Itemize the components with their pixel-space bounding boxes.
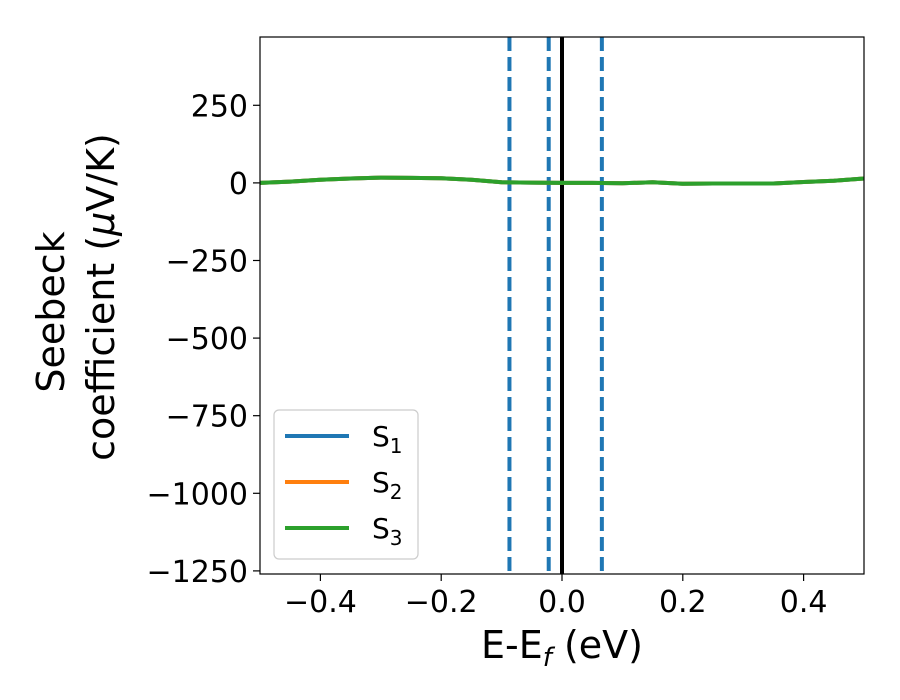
y-tick-label: 0 — [229, 167, 248, 202]
x-tick-label: 0.4 — [780, 585, 828, 620]
x-axis-label: E-Ef (eV) — [481, 623, 643, 673]
y-tick-label: −1000 — [147, 477, 248, 512]
x-tick-label: −0.2 — [405, 585, 478, 620]
y-tick-label: −500 — [166, 322, 248, 357]
legend-label-s1: S1 — [372, 420, 403, 458]
y-axis-label-line1: Seebeck — [29, 231, 73, 392]
legend-box — [273, 409, 419, 560]
series-lines — [259, 175, 865, 186]
y-tick-label: −1250 — [147, 555, 248, 590]
x-tick-label: 0.2 — [659, 585, 707, 620]
legend: S1 S2 S3 — [273, 409, 419, 560]
y-axis-ticks: 250 0 −250 −500 −750 −1000 −1250 — [147, 89, 260, 590]
y-axis-label: Seebeck coefficient (μV/K) — [29, 133, 123, 461]
y-tick-label: 250 — [191, 89, 248, 124]
legend-label-s2: S2 — [372, 466, 403, 504]
legend-label-s3: S3 — [372, 512, 403, 550]
x-tick-label: −0.4 — [284, 585, 357, 620]
y-axis-label-line2: coefficient (μV/K) — [79, 133, 123, 461]
y-tick-label: −750 — [166, 400, 248, 435]
vertical-reference-lines — [507, 37, 604, 574]
series-line-s3 — [259, 175, 865, 186]
y-tick-label: −250 — [166, 244, 248, 279]
x-tick-label: 0.0 — [538, 585, 586, 620]
x-axis-ticks: −0.4 −0.2 0.0 0.2 0.4 — [284, 574, 827, 620]
